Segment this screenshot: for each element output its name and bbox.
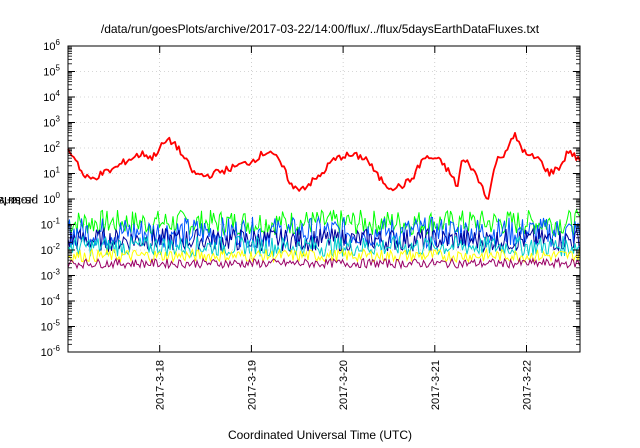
y-tick-label: 10-2	[41, 242, 61, 257]
y-tick-label: 10-6	[41, 344, 61, 359]
y-tick-label: 10-3	[41, 268, 61, 283]
y-tick-label: 104	[43, 89, 60, 104]
y-tick-label: 103	[43, 115, 60, 130]
y-tick-label: 105	[43, 64, 60, 79]
y-tick-label: 10-5	[41, 319, 61, 334]
y-tick-label: 100	[43, 191, 60, 206]
y-tick-label: 102	[43, 140, 60, 155]
series-line	[67, 132, 581, 200]
y-tick-label: 101	[43, 166, 60, 181]
x-tick-label: 2017-3-18	[155, 360, 167, 410]
x-tick-label: 2017-3-19	[246, 360, 258, 410]
x-tick-label: 2017-3-21	[430, 360, 442, 410]
chart-title: /data/run/goesPlots/archive/2017-03-22/1…	[100, 22, 540, 36]
series-line	[67, 256, 580, 270]
x-tick-label: 2017-3-22	[522, 360, 534, 410]
series-line	[67, 247, 580, 264]
x-axis-label: Coordinated Universal Time (UTC)	[227, 428, 413, 442]
x-tick-label: 2017-3-20	[338, 360, 350, 410]
series-line	[67, 227, 580, 254]
y-tick-label: 10-4	[41, 293, 61, 308]
series-line	[67, 234, 580, 259]
y-tick-label: 106	[43, 38, 60, 53]
y-tick-label: 10-1	[41, 217, 61, 232]
